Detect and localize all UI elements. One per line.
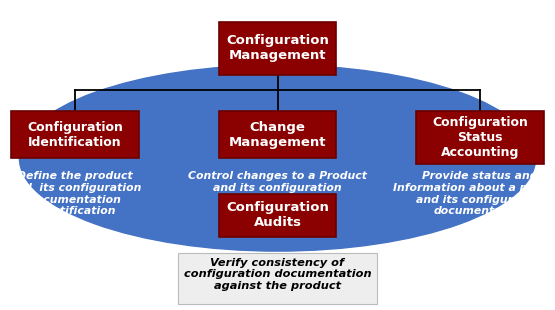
Text: Define the product
and  its configuration
documentation
Identification: Define the product and its configuration… [9, 171, 141, 216]
Text: Configuration
Management: Configuration Management [226, 34, 329, 62]
Text: Provide status and
Information about a product
and its configuration
documentati: Provide status and Information about a p… [393, 171, 555, 216]
Text: Configuration
Status
Accounting: Configuration Status Accounting [432, 117, 528, 159]
FancyBboxPatch shape [416, 111, 544, 164]
Text: Configuration
Identification: Configuration Identification [27, 121, 123, 149]
FancyBboxPatch shape [11, 112, 139, 158]
FancyBboxPatch shape [219, 112, 336, 158]
FancyBboxPatch shape [219, 22, 336, 75]
Text: Configuration
Audits: Configuration Audits [226, 202, 329, 229]
Text: Change
Management: Change Management [229, 121, 326, 149]
Text: Control changes to a Product
and its configuration
documentation: Control changes to a Product and its con… [188, 171, 367, 204]
Text: Verify consistency of
configuration documentation
against the product: Verify consistency of configuration docu… [184, 258, 371, 291]
Ellipse shape [19, 65, 536, 251]
FancyBboxPatch shape [178, 253, 377, 304]
FancyBboxPatch shape [219, 193, 336, 237]
